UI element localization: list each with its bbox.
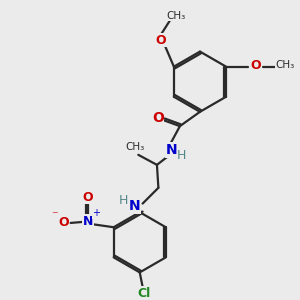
Text: O: O [156,34,166,47]
Text: CH₃: CH₃ [125,142,145,152]
Text: N: N [166,143,177,157]
Text: Cl: Cl [137,286,151,300]
Text: ⁻: ⁻ [52,209,58,222]
Text: O: O [250,59,261,72]
Text: H: H [118,194,128,207]
Text: O: O [82,190,93,204]
Text: +: + [92,208,101,218]
Text: N: N [129,200,140,213]
Text: CH₃: CH₃ [275,60,295,70]
Text: CH₃: CH₃ [166,11,185,21]
Text: O: O [58,216,69,230]
Text: O: O [152,110,164,124]
Text: N: N [83,215,93,228]
Text: H: H [177,149,187,162]
